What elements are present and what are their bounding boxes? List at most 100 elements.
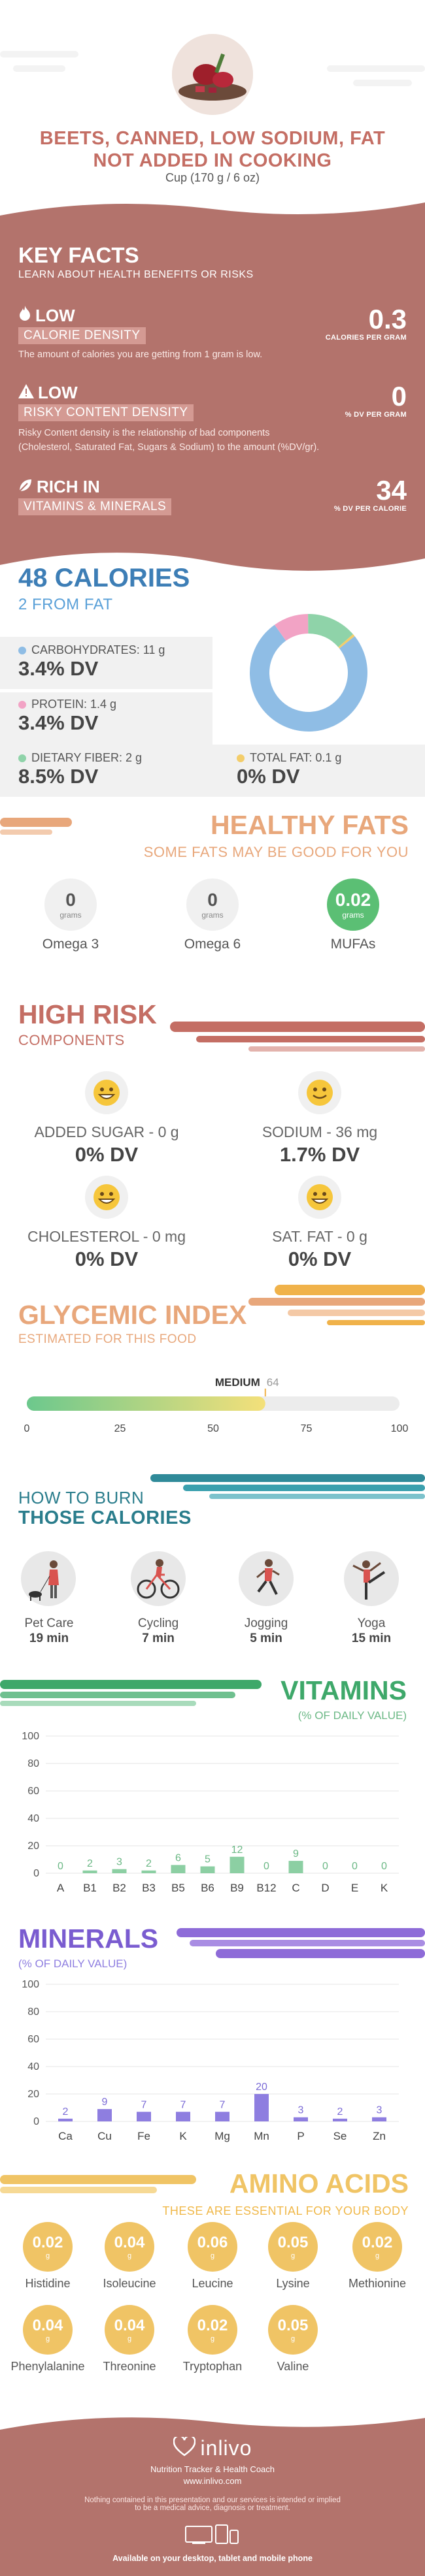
mineral-value-label: 3	[298, 2105, 304, 2116]
burn-title-line1: HOW TO BURN	[18, 1488, 144, 1507]
risky-density-level: LOW	[38, 383, 78, 402]
dog-walking-icon	[21, 1551, 76, 1606]
amino-label: Tryptophan	[182, 2360, 243, 2373]
omega3-value: 0	[65, 890, 76, 910]
mineral-y-tick-label: 40	[27, 2061, 39, 2072]
protein-dot	[18, 700, 26, 709]
fiber-dv: 8.5% DV	[18, 765, 99, 788]
amino-value: 0.04	[32, 2317, 63, 2334]
omega6-label: Omega 6	[184, 937, 241, 952]
heart-logo-icon	[173, 2435, 196, 2460]
mineral-value-label: 2	[63, 2106, 69, 2117]
smiley-icon	[298, 1071, 341, 1114]
amino-circle: 0.05 g	[268, 2305, 318, 2355]
vitamin-value-label: 0	[264, 1861, 269, 1872]
amino-circle: 0.04 g	[105, 2222, 154, 2272]
rich-in-unit: % DV PER CALORIE	[333, 505, 407, 513]
footer-tagline: Nutrition Tracker & Health Coach	[150, 2464, 275, 2474]
glycemic-level: MEDIUM	[215, 1376, 260, 1389]
amino-label: Isoleucine	[103, 2277, 156, 2290]
amino-value: 0.05	[277, 2317, 309, 2334]
vitamin-y-tick-label: 60	[27, 1786, 39, 1797]
added-sugar-dv: 0% DV	[75, 1143, 139, 1166]
mineral-category-label: Cu	[97, 2130, 112, 2142]
high-risk-title: HIGH RISK	[18, 999, 157, 1029]
calorie-density-description: The amount of calories you are getting f…	[18, 349, 263, 360]
glycemic-tick-label: 100	[391, 1423, 409, 1434]
fiber-item: DIETARY FIBER: 2 g 8.5% DV	[18, 751, 142, 788]
burn-label-yoga: Yoga	[357, 1617, 386, 1630]
amino-value: 0.04	[114, 2234, 145, 2251]
mufa-circle: 0.02 grams	[327, 878, 379, 931]
amino-circle: 0.06 g	[188, 2222, 237, 2272]
glycemic-value: 64	[267, 1376, 279, 1389]
sodium-dv: 1.7% DV	[279, 1143, 360, 1166]
omega6-unit: grams	[201, 910, 224, 920]
footer-disclaimer-line2: to be a medical advice, diagnosis or tre…	[135, 2504, 290, 2512]
donut-slice-carbs	[250, 624, 367, 732]
glycemic-tick-label: 0	[24, 1423, 30, 1434]
mineral-value-label: 7	[180, 2099, 186, 2110]
footer-available: Available on your desktop, tablet and mo…	[112, 2554, 313, 2563]
vitamin-bar-B9	[230, 1856, 245, 1873]
vitamin-category-label: B3	[142, 1882, 156, 1894]
food-title-line2: NOT ADDED IN COOKING	[93, 150, 332, 171]
healthy-fats-title: HEALTHY FATS	[211, 810, 409, 840]
sat-fat-label: SAT. FAT - 0 g	[272, 1228, 367, 1245]
protein-dv: 3.4% DV	[18, 711, 99, 734]
vitamin-category-label: B1	[83, 1882, 97, 1894]
calorie-density-value: 0.3	[368, 304, 407, 334]
protein-box	[0, 692, 212, 745]
vitamin-value-label: 3	[116, 1857, 122, 1868]
mineral-category-label: Fe	[137, 2130, 150, 2142]
rich-in-value: 34	[376, 475, 407, 506]
high-risk-subtitle: COMPONENTS	[18, 1032, 125, 1048]
rich-in-label: VITAMINS & MINERALS	[18, 498, 172, 515]
vitamin-bar-B6	[200, 1866, 215, 1873]
glycemic-title: GLYCEMIC INDEX	[18, 1300, 247, 1330]
key-facts-subtitle: LEARN ABOUT HEALTH BENEFITS OR RISKS	[18, 269, 254, 280]
carbs-label: CARBOHYDRATES: 11 g	[31, 643, 165, 656]
amino-decoration	[0, 2175, 196, 2193]
amino-value: 0.02	[362, 2234, 393, 2251]
devices-icon	[185, 2524, 239, 2544]
amino-circle: 0.02 g	[23, 2222, 73, 2272]
amino-title: AMINO ACIDS	[229, 2168, 409, 2198]
fat-dv: 0% DV	[237, 765, 300, 788]
amino-value: 0.04	[114, 2317, 145, 2334]
mineral-bar-P	[294, 2117, 308, 2121]
cycling-icon	[131, 1551, 186, 1606]
vitamin-bar-C	[288, 1861, 303, 1873]
glycemic-gauge: MEDIUM 64 0 25 50 75 100	[24, 1376, 409, 1434]
minerals-bar-chart: 0 20 40 60 80 100 2 Ca 9 Cu 7 Fe 7 K 7 Mg 20 Mn 3 P 2 Se 3 Zn	[22, 1979, 399, 2142]
amino-circle: 0.05 g	[268, 2222, 318, 2272]
calorie-density-label: CALORIE DENSITY	[18, 327, 146, 344]
amino-unit: g	[127, 2252, 132, 2260]
added-sugar-label: ADDED SUGAR - 0 g	[34, 1123, 179, 1140]
amino-value: 0.06	[197, 2234, 228, 2251]
donut-slice-fiber	[308, 614, 354, 647]
mufa-label: MUFAs	[330, 937, 376, 952]
mufa-value: 0.02	[335, 890, 371, 910]
macro-donut-chart	[250, 614, 367, 732]
amino-circle: 0.02 g	[188, 2305, 237, 2355]
mineral-bar-Se	[333, 2118, 347, 2121]
carbs-dot	[18, 646, 26, 654]
amino-value: 0.02	[32, 2234, 63, 2251]
mineral-y-tick-label: 60	[27, 2034, 39, 2045]
vitamin-bar-B3	[141, 1870, 156, 1873]
amino-unit: g	[210, 2335, 215, 2343]
amino-unit: g	[45, 2335, 50, 2343]
smiley-icon	[85, 1176, 128, 1219]
footer-background	[0, 2417, 425, 2576]
mineral-bar-Mn	[254, 2094, 269, 2121]
risky-density-block: LOW RISKY CONTENT DENSITY	[18, 383, 194, 421]
minerals-title: MINERALS	[18, 1924, 159, 1954]
minerals-subtitle: (% OF DAILY VALUE)	[18, 1957, 128, 1970]
amino-unit: g	[375, 2252, 380, 2260]
vitamin-value-label: 2	[146, 1858, 152, 1869]
mineral-value-label: 3	[377, 2105, 382, 2116]
footer-url[interactable]: www.inlivo.com	[183, 2476, 242, 2486]
carbs-box	[0, 637, 212, 689]
calories-title: 48 CALORIES	[18, 564, 190, 592]
